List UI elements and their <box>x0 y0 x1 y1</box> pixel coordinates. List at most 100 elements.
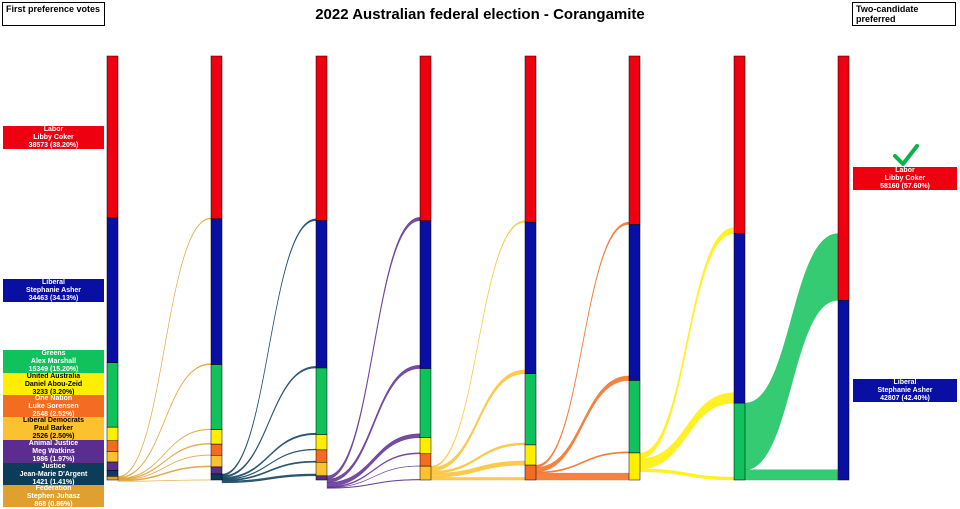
bar-stage1-justice <box>106 470 119 477</box>
bar-stage1-labor <box>106 55 119 219</box>
label-party: Animal Justice <box>28 440 79 447</box>
flow-one-nation-to-labor <box>535 221 630 468</box>
bar-stage2-liberal <box>210 218 223 365</box>
bar-stage1-one-nation <box>106 440 119 452</box>
label-party: United Australia <box>26 373 81 380</box>
first-pref-label-liberal-democrats: Liberal Democrats Paul Barker 2526 (2.50%) <box>3 417 104 440</box>
flow-animal-justice-to-labor <box>326 217 421 480</box>
bar-stage3-united-australia <box>315 434 328 451</box>
bar-stage1-liberal-democrats <box>106 451 119 463</box>
label-candidate: Stephen Juhasz <box>26 493 81 500</box>
bar-stage7-labor <box>733 55 746 234</box>
bar-stage3-liberal-democrats <box>315 462 328 477</box>
bar-stage2-animal-justice <box>210 466 223 475</box>
bar-stage1-united-australia <box>106 426 119 441</box>
bar-stage3-liberal <box>315 220 328 369</box>
bar-stage5-labor <box>524 55 537 223</box>
label-votes: 2526 (2.50%) <box>32 433 75 440</box>
label-candidate: Luke Sorensen <box>28 403 79 410</box>
bar-stage8-liberal <box>837 299 850 481</box>
flow-united-australia-to-greens <box>639 468 735 481</box>
winner-check-icon <box>893 144 919 166</box>
label-party: Labor <box>895 167 915 174</box>
label-candidate: Meg Watkins <box>32 448 75 455</box>
bar-stage2-united-australia <box>210 429 223 445</box>
flow-justice-to-labor <box>221 218 317 476</box>
bar-stage3-one-nation <box>315 449 328 463</box>
flow-liberal-democrats-to-united-australia <box>430 460 526 478</box>
flow-one-nation-to-united-australia <box>535 472 630 481</box>
bar-stage2-justice <box>210 473 223 481</box>
bar-stage6-labor <box>628 55 641 225</box>
bar-stage1-liberal <box>106 217 119 363</box>
bar-stage2-labor <box>210 55 223 220</box>
bar-stage6-united-australia <box>628 452 641 481</box>
bar-stage6-liberal <box>628 224 641 381</box>
bar-stage5-one-nation <box>524 464 537 481</box>
flow-animal-justice-to-liberal <box>326 365 421 483</box>
two-candidate-preferred-caption: Two-candidate preferred <box>852 2 956 26</box>
label-party: Labor <box>43 126 64 133</box>
bar-stage2-greens <box>210 364 223 430</box>
label-party: Justice <box>41 463 66 470</box>
label-candidate: Stephanie Asher <box>26 287 81 294</box>
first-pref-label-liberal: Liberal Stephanie Asher 34463 (34.13%) <box>3 279 104 302</box>
label-candidate: Paul Barker <box>34 425 73 432</box>
first-pref-label-federation: Federation Stephen Juhasz 868 (0.86%) <box>3 485 104 507</box>
label-votes: 1421 (1.41%) <box>32 479 75 485</box>
bar-stage2-liberal-democrats <box>210 455 223 468</box>
label-candidate: Alex Marshall <box>30 358 77 365</box>
label-party: Liberal <box>42 279 65 286</box>
flow-liberal-democrats-to-liberal <box>430 369 526 472</box>
label-votes: 38573 (38.20%) <box>28 142 79 149</box>
label-party: Liberal Democrats <box>22 417 85 424</box>
bar-stage4-liberal <box>419 220 432 369</box>
label-candidate: Stephanie Asher <box>877 387 933 394</box>
flow-justice-to-liberal <box>221 366 317 478</box>
flow-united-australia-to-liberal <box>639 392 735 470</box>
bar-stage6-greens <box>628 380 641 454</box>
flow-greens-to-liberal <box>744 469 839 481</box>
bar-stage2-one-nation <box>210 443 223 456</box>
bar-stage5-liberal <box>524 221 537 374</box>
bar-stage4-united-australia <box>419 437 432 455</box>
bar-stage7-greens <box>733 402 746 481</box>
flow-liberal-democrats-to-labor <box>430 220 526 468</box>
bar-stage4-labor <box>419 55 432 221</box>
label-candidate: Libby Coker <box>33 134 74 141</box>
flow-liberal-democrats-to-one-nation <box>430 477 526 481</box>
first-pref-label-united-australia: United Australia Daniel Abou-Zeid 3233 (3.… <box>3 373 104 395</box>
bar-stage8-labor <box>837 55 850 301</box>
label-votes: 34463 (34.13%) <box>28 295 79 302</box>
first-pref-label-one-nation: One Nation Luke Sorensen 2548 (2.52%) <box>3 395 104 417</box>
flow-greens-to-labor <box>744 233 839 470</box>
bar-stage5-united-australia <box>524 444 537 466</box>
bar-stage4-greens <box>419 368 432 438</box>
flow-united-australia-to-labor <box>639 227 735 459</box>
label-votes: 2548 (2.52%) <box>32 411 75 417</box>
first-pref-label-animal-justice: Animal Justice Meg Watkins 1986 (1.97%) <box>3 440 104 463</box>
first-pref-label-justice: Justice Jean-Marie D'Argent 1421 (1.41%) <box>3 463 104 485</box>
first-pref-label-labor: Labor Libby Coker 38573 (38.20%) <box>3 126 104 149</box>
flow-federation-to-greens <box>117 428 212 480</box>
tcp-label-liberal: Liberal Stephanie Asher 42807 (42.40%) <box>853 379 957 402</box>
bar-stage3-greens <box>315 367 328 435</box>
label-party: Greens <box>41 350 66 357</box>
label-votes: 3233 (3.20%) <box>32 389 75 395</box>
label-votes: 15349 (15.20%) <box>28 366 79 373</box>
bar-stage1-greens <box>106 362 119 428</box>
label-votes: 868 (0.86%) <box>34 501 73 507</box>
tcp-label-labor: Labor Libby Coker 58160 (57.60%) <box>853 167 957 190</box>
first-preference-caption: First preference votes <box>2 2 105 26</box>
bar-stage4-one-nation <box>419 453 432 467</box>
bar-stage3-labor <box>315 55 328 221</box>
label-votes: 1986 (1.97%) <box>32 456 75 463</box>
label-candidate: Daniel Abou-Zeid <box>24 381 83 388</box>
chart-title: 2022 Australian federal election - Coran… <box>315 6 645 23</box>
flow-federation-to-labor <box>117 217 212 478</box>
bar-stage1-animal-justice <box>106 461 119 471</box>
label-party: One Nation <box>34 395 73 402</box>
label-candidate: Libby Coker <box>884 175 926 182</box>
bar-stage3-animal-justice <box>315 475 328 481</box>
